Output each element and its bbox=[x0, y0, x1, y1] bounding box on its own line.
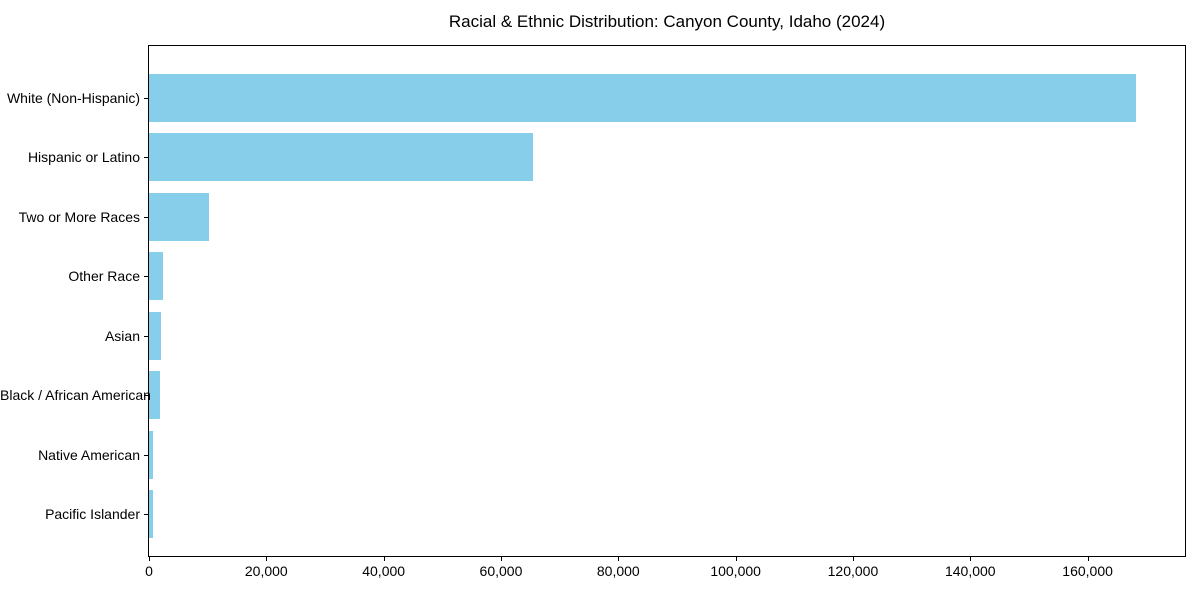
y-tick-mark bbox=[144, 514, 148, 516]
bar-hispanic-or-latino bbox=[149, 133, 533, 182]
y-tick-label: Other Race bbox=[68, 268, 140, 285]
x-tick-mark bbox=[149, 557, 150, 561]
plot-area bbox=[148, 45, 1186, 557]
x-tick-mark bbox=[266, 557, 268, 561]
x-tick-label: 160,000 bbox=[1062, 563, 1113, 579]
bar-white-non-hispanic bbox=[149, 73, 1136, 122]
y-tick-mark bbox=[144, 97, 148, 99]
x-tick-mark bbox=[735, 557, 737, 561]
x-tick-label: 40,000 bbox=[362, 563, 406, 579]
x-tick-mark bbox=[852, 557, 854, 561]
bar-asian bbox=[149, 311, 162, 360]
x-tick-mark bbox=[618, 557, 620, 561]
x-tick-mark bbox=[383, 557, 385, 561]
bar-black-african-american bbox=[149, 371, 161, 420]
y-tick-label: Pacific Islander bbox=[45, 506, 140, 523]
y-tick-label: Asian bbox=[104, 327, 140, 344]
x-tick-label: 120,000 bbox=[827, 563, 879, 579]
x-tick-label: 80,000 bbox=[596, 563, 640, 579]
y-tick-mark bbox=[144, 276, 148, 278]
y-tick-label: Black / African American bbox=[0, 387, 151, 404]
x-tick-label: 0 bbox=[145, 563, 153, 579]
y-tick-mark bbox=[144, 395, 148, 397]
y-tick-mark bbox=[144, 157, 148, 159]
x-tick-label: 100,000 bbox=[710, 563, 761, 579]
y-tick-label: Two or More Races bbox=[18, 208, 140, 225]
y-tick-label: Hispanic or Latino bbox=[27, 149, 140, 166]
bar-other-race bbox=[149, 252, 163, 301]
bar-pacific-islander bbox=[149, 490, 153, 539]
y-tick-label: White (Non-Hispanic) bbox=[6, 89, 140, 106]
x-tick-mark bbox=[500, 557, 502, 561]
y-tick-mark bbox=[144, 454, 148, 456]
y-tick-mark bbox=[144, 335, 148, 337]
bar-native-american bbox=[149, 430, 154, 479]
y-tick-mark bbox=[144, 216, 148, 218]
x-tick-mark bbox=[970, 557, 972, 561]
chart-title: Racial & Ethnic Distribution: Canyon Cou… bbox=[448, 12, 886, 31]
x-tick-label: 20,000 bbox=[244, 563, 288, 579]
y-tick-label: Native American bbox=[38, 446, 140, 463]
x-tick-label: 60,000 bbox=[479, 563, 523, 579]
x-tick-label: 140,000 bbox=[944, 563, 996, 579]
x-tick-mark bbox=[1087, 557, 1089, 561]
bar-two-or-more-races bbox=[149, 192, 209, 241]
